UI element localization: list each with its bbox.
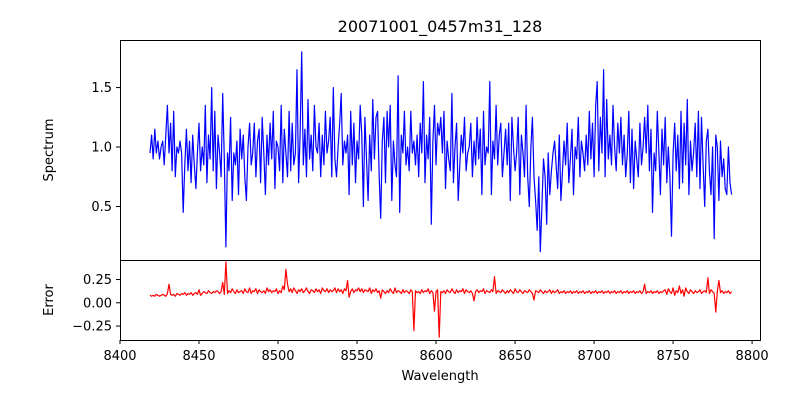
spectrum-y-ticks: 0.5 1.0 1.5 (91, 81, 120, 215)
x-tick-label: 8700 (578, 349, 611, 364)
spectrum-y-tick-label: 1.0 (91, 141, 112, 156)
x-axis-label: Wavelength (401, 369, 478, 384)
x-tick-label: 8500 (261, 349, 294, 364)
spectrum-panel: 0.5 1.0 1.5 Spectrum (42, 40, 761, 261)
x-tick-label: 8800 (736, 349, 769, 364)
x-axis-ticks: 8400 8450 8500 8550 8600 8650 8700 8750 8800 (103, 340, 769, 364)
x-tick-label: 8550 (340, 349, 373, 364)
x-tick-label: 8650 (499, 349, 532, 364)
spectrum-y-label: Spectrum (42, 119, 57, 182)
error-y-tick-label: −0.25 (72, 320, 112, 335)
error-y-tick-label: 0.25 (83, 273, 112, 288)
error-panel: −0.25 0.00 0.25 Error (42, 260, 761, 341)
x-tick-label: 8750 (657, 349, 690, 364)
x-tick-label: 8400 (103, 349, 136, 364)
error-series-line (149, 261, 733, 338)
error-frame (120, 260, 761, 341)
error-plot-area (149, 261, 733, 338)
error-y-ticks: −0.25 0.00 0.25 (72, 273, 120, 335)
spectrum-plot-area (149, 51, 733, 253)
error-y-tick-label: 0.00 (83, 296, 112, 311)
error-y-label: Error (42, 284, 57, 316)
spectrum-y-tick-label: 1.5 (91, 81, 112, 96)
spectrum-series-line (149, 51, 733, 253)
x-tick-label: 8450 (182, 349, 215, 364)
spectrum-y-tick-label: 0.5 (91, 200, 112, 215)
x-tick-label: 8600 (420, 349, 453, 364)
chart-title: 20071001_0457m31_128 (338, 17, 543, 37)
